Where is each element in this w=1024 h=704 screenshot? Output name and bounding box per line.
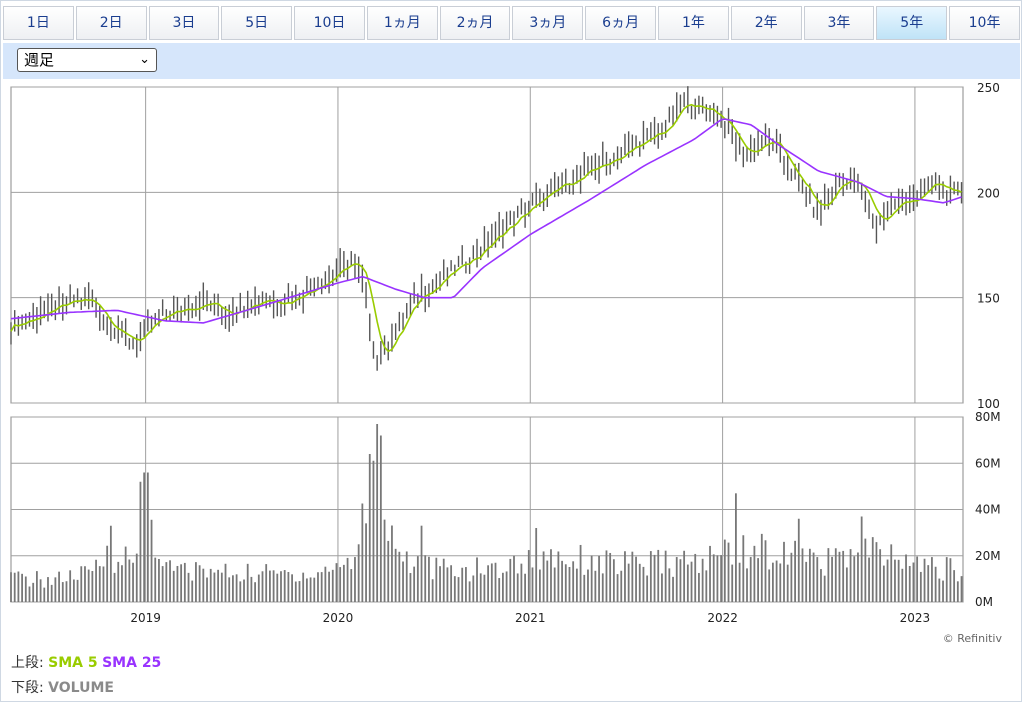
legend-volume: VOLUME (48, 680, 114, 696)
volume-tick-label: 80M (975, 410, 1001, 424)
price-tick-label: 150 (977, 292, 1000, 306)
price-tick-label: 250 (977, 81, 1000, 95)
sma5-line (10, 103, 962, 353)
period-tabs: 1日 2日 3日 5日 10日 1ヵ月 2ヵ月 3ヵ月 6ヵ月 1年 2年 3年 5年 10年 (3, 6, 1020, 42)
select-bar: 週足 ⌄ (3, 43, 1020, 79)
legend-upper: 上段: SMA 5 SMA 25 (11, 652, 161, 672)
tab-8[interactable]: 3ヵ月 (512, 6, 584, 40)
tab-1[interactable]: 1日 (3, 6, 74, 40)
tab-12[interactable]: 3年 (803, 6, 875, 40)
tab-5[interactable]: 10日 (294, 6, 365, 40)
tab-13[interactable]: 5年 (876, 6, 948, 40)
volume-tick-label: 20M (975, 549, 1001, 563)
tab-3[interactable]: 3日 (148, 6, 220, 40)
period-select[interactable]: 週足 ⌄ (17, 48, 157, 72)
price-panel (10, 86, 964, 404)
volume-tick-label: 40M (975, 503, 1001, 517)
legend-sma5: SMA 5 (48, 655, 98, 671)
price-tick-label: 100 (977, 397, 1000, 411)
period-select-value: 週足 (24, 51, 55, 69)
price-tick-label: 200 (977, 186, 1000, 200)
stock-chart: 100 150 200 250 0M 20M 40M 60M 80M 2019 2020 2021 20… (10, 81, 1003, 645)
x-tick-label: 2021 (515, 611, 546, 625)
chevron-down-icon: ⌄ (139, 52, 150, 67)
tab-6[interactable]: 1ヵ月 (366, 6, 438, 40)
volume-tick-label: 0M (975, 595, 993, 609)
x-tick-label: 2020 (323, 611, 354, 625)
tab-7[interactable]: 2ヵ月 (439, 6, 511, 40)
tab-4[interactable]: 5日 (221, 6, 293, 40)
tab-2[interactable]: 2日 (75, 6, 147, 40)
x-tick-label: 2023 (900, 611, 931, 625)
tab-9[interactable]: 6ヵ月 (585, 6, 657, 40)
legend-lower-label: 下段: (11, 680, 44, 696)
tab-11[interactable]: 2年 (730, 6, 802, 40)
sma25-line (10, 118, 962, 324)
volume-tick-label: 60M (975, 456, 1001, 470)
tab-14[interactable]: 10年 (949, 6, 1020, 40)
legend-sma25: SMA 25 (102, 655, 162, 671)
tab-10[interactable]: 1年 (658, 6, 729, 40)
x-tick-label: 2019 (130, 611, 161, 625)
legend-upper-label: 上段: (11, 655, 44, 671)
legend-lower: 下段: VOLUME (11, 677, 114, 697)
x-tick-label: 2022 (707, 611, 738, 625)
credit-label: © Refinitiv (943, 632, 1003, 645)
